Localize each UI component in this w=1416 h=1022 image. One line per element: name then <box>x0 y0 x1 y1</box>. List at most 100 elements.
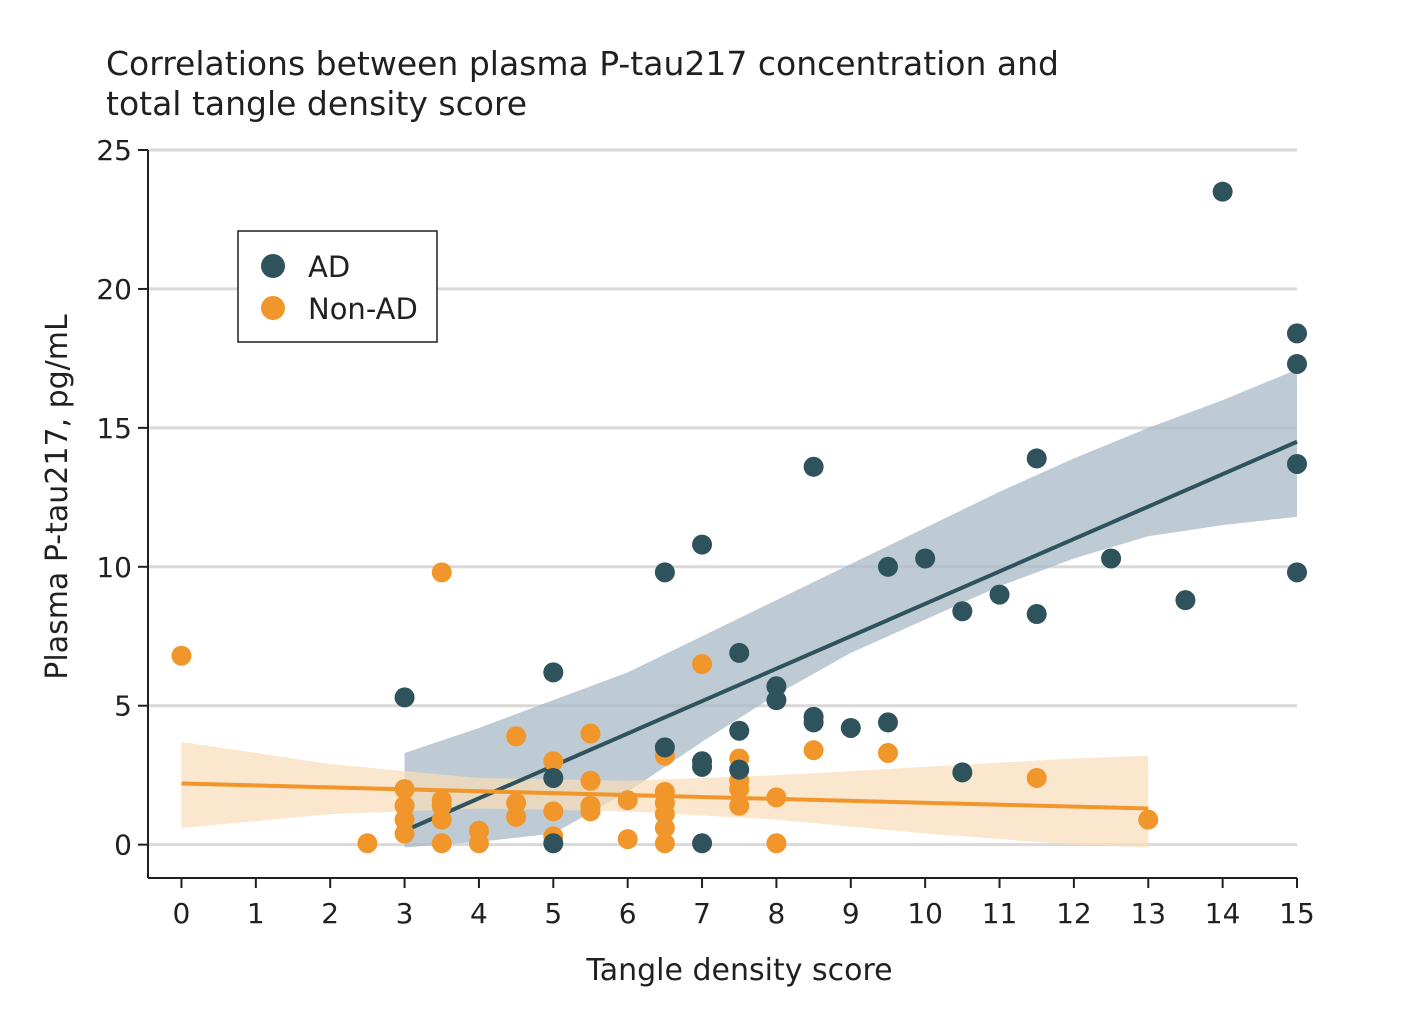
x-tick-label: 3 <box>396 897 414 930</box>
legend-label-ad: AD <box>308 250 350 284</box>
data-point-ad <box>1026 448 1047 469</box>
data-point-non-ad <box>580 801 601 822</box>
x-tick-label: 14 <box>1205 897 1241 930</box>
y-axis-title: Plasma P-tau217, pg/mL <box>40 314 75 680</box>
data-point-ad <box>394 687 415 708</box>
data-point-ad <box>692 534 713 555</box>
y-tick-label: 5 <box>114 690 132 723</box>
y-tick-label: 0 <box>114 829 132 862</box>
x-tick-label: 8 <box>768 897 786 930</box>
x-tick-label: 15 <box>1279 897 1315 930</box>
x-tick-label: 1 <box>247 897 265 930</box>
data-point-non-ad <box>1138 809 1159 830</box>
x-axis-title: Tangle density score <box>585 953 892 988</box>
legend-label-non-ad: Non-AD <box>308 292 418 326</box>
data-point-non-ad <box>468 833 489 854</box>
data-point-non-ad <box>394 809 415 830</box>
data-point-non-ad <box>543 751 564 772</box>
data-point-ad <box>729 759 750 780</box>
y-tick-label: 20 <box>96 273 132 306</box>
legend-box <box>237 230 438 343</box>
data-point-non-ad <box>431 562 452 583</box>
data-point-ad <box>543 662 564 683</box>
data-point-ad <box>1287 453 1307 474</box>
x-tick-label: 13 <box>1130 897 1166 930</box>
data-point-ad <box>692 833 713 854</box>
data-point-ad <box>654 737 675 758</box>
data-point-ad <box>729 642 750 663</box>
data-point-ad <box>1101 548 1122 569</box>
data-point-non-ad <box>729 795 750 816</box>
data-point-non-ad <box>877 742 898 763</box>
x-tick-label: 9 <box>842 897 860 930</box>
legend-marker-non-ad <box>261 296 285 320</box>
x-tick-label: 2 <box>321 897 339 930</box>
x-tick-label: 7 <box>693 897 711 930</box>
data-point-non-ad <box>506 726 527 747</box>
data-point-ad <box>654 562 675 583</box>
data-point-ad <box>877 556 898 577</box>
data-point-ad <box>766 676 787 697</box>
data-point-non-ad <box>803 740 824 761</box>
data-point-ad <box>840 717 861 738</box>
data-point-ad <box>729 720 750 741</box>
x-tick-label: 6 <box>619 897 637 930</box>
legend-marker-ad <box>261 254 285 278</box>
data-point-non-ad <box>506 792 527 813</box>
x-tick-label: 4 <box>470 897 488 930</box>
data-point-non-ad <box>431 795 452 816</box>
data-point-non-ad <box>394 823 415 844</box>
legend: AD Non-AD <box>237 230 438 343</box>
x-tick-label: 5 <box>544 897 562 930</box>
y-tick-label: 15 <box>96 412 132 445</box>
data-point-ad <box>803 456 824 477</box>
data-point-non-ad <box>729 779 750 800</box>
data-point-ad <box>1212 181 1233 202</box>
data-point-ad <box>803 712 824 733</box>
data-point-ad <box>877 712 898 733</box>
data-point-ad <box>1287 562 1307 583</box>
data-point-ad <box>952 762 973 783</box>
data-point-non-ad <box>543 801 564 822</box>
data-point-non-ad <box>506 806 527 827</box>
data-point-non-ad <box>394 795 415 816</box>
data-point-ad <box>1175 590 1196 611</box>
data-point-non-ad <box>766 787 787 808</box>
data-point-non-ad <box>654 833 675 854</box>
data-point-non-ad <box>654 804 675 825</box>
chart-title-line-1: Correlations between plasma P-tau217 con… <box>106 44 1059 83</box>
data-point-ad <box>1287 323 1307 344</box>
data-point-non-ad <box>1026 767 1047 788</box>
data-point-non-ad <box>171 645 192 666</box>
y-tick-label: 10 <box>96 551 132 584</box>
data-point-ad <box>952 601 973 622</box>
confidence-band-ad <box>404 369 1297 848</box>
data-point-non-ad <box>431 809 452 830</box>
data-point-ad <box>989 584 1010 605</box>
data-point-non-ad <box>692 654 713 675</box>
x-tick-label: 0 <box>173 897 191 930</box>
data-point-ad <box>1287 353 1307 374</box>
data-point-non-ad <box>580 723 601 744</box>
data-point-non-ad <box>357 833 378 854</box>
x-tick-label: 10 <box>907 897 943 930</box>
data-point-non-ad <box>766 833 787 854</box>
data-point-ad <box>543 833 564 854</box>
data-point-ad <box>766 690 787 711</box>
x-tick-label: 12 <box>1056 897 1092 930</box>
data-point-non-ad <box>394 779 415 800</box>
data-point-non-ad <box>431 833 452 854</box>
data-point-ad <box>692 756 713 777</box>
data-point-non-ad <box>654 817 675 838</box>
data-point-ad <box>543 767 564 788</box>
data-points <box>171 181 1307 854</box>
chart-title-line-2: total tangle density score <box>106 84 528 123</box>
y-tick-label: 25 <box>96 134 132 167</box>
data-point-ad <box>915 548 936 569</box>
data-point-ad <box>1026 604 1047 625</box>
data-point-non-ad <box>617 829 638 850</box>
data-point-non-ad <box>617 790 638 811</box>
data-point-non-ad <box>580 770 601 791</box>
